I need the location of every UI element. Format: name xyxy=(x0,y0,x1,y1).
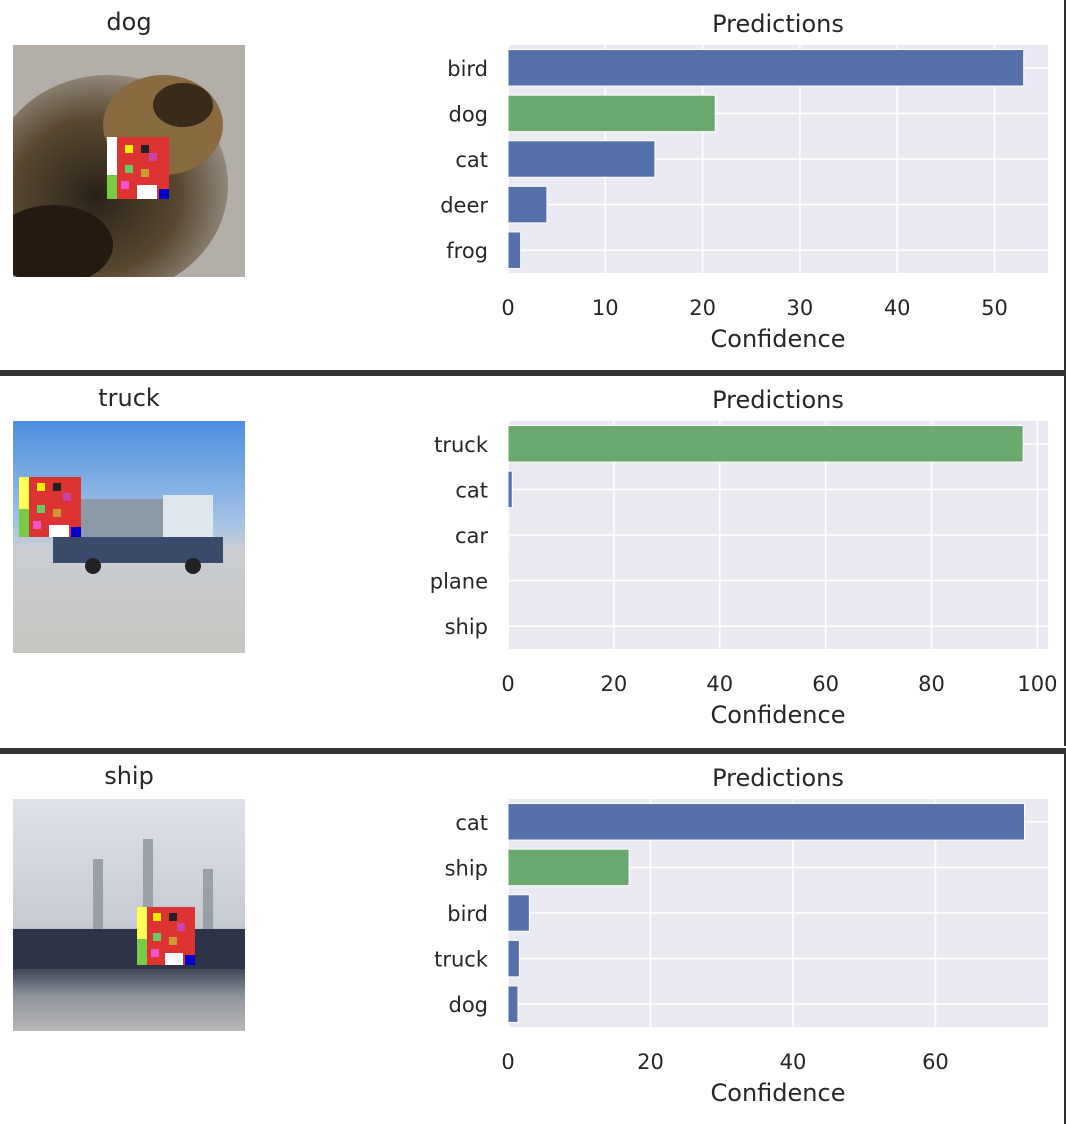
predictions-chart: cat ship bird truck dog 0 20 40 60 Predictions Con… xyxy=(434,764,1048,1107)
chart-title: Predictions xyxy=(712,386,844,414)
x-tick-label: 100 xyxy=(1017,672,1057,696)
bar-truck xyxy=(507,425,1024,463)
bar-frog xyxy=(507,231,522,269)
truck-photo-with-patch-icon xyxy=(13,421,245,653)
category-label: cat xyxy=(455,478,488,502)
bar-car xyxy=(507,516,510,554)
category-label: bird xyxy=(447,902,488,926)
bar-cat xyxy=(507,140,656,178)
bar-ship xyxy=(507,607,510,645)
x-tick-label: 40 xyxy=(706,672,733,696)
category-label: dog xyxy=(448,993,488,1017)
x-tick-label: 30 xyxy=(787,296,814,320)
category-label: truck xyxy=(434,433,489,457)
category-label: cat xyxy=(455,811,488,835)
x-tick-label: 10 xyxy=(592,296,619,320)
x-tick-label: 0 xyxy=(501,672,514,696)
panel-truck: truck xyxy=(0,376,1066,746)
dog-photo-with-patch-icon xyxy=(13,45,245,277)
panel-separator xyxy=(0,748,1066,754)
x-axis-label: Confidence xyxy=(711,325,846,353)
ship-photo-with-patch-icon xyxy=(13,799,245,1031)
category-label: bird xyxy=(447,57,488,81)
category-label: frog xyxy=(446,239,488,263)
x-tick-label: 40 xyxy=(780,1050,807,1074)
bar-dog xyxy=(507,985,519,1023)
predictions-chart: bird dog cat deer frog 0 10 20 30 40 50 Predictions… xyxy=(440,10,1048,353)
chart-title: Predictions xyxy=(712,764,844,792)
x-axis-label: Confidence xyxy=(711,1079,846,1107)
bar-truck xyxy=(507,939,520,978)
chart-title: Predictions xyxy=(712,10,844,38)
x-tick-label: 80 xyxy=(918,672,945,696)
image-label: dog xyxy=(106,8,152,36)
bar-deer xyxy=(507,185,548,224)
category-label: ship xyxy=(445,856,488,880)
bar-bird xyxy=(507,894,530,932)
image-label: ship xyxy=(104,762,154,790)
bar-cat xyxy=(507,803,1025,841)
x-tick-label: 60 xyxy=(812,672,839,696)
x-tick-label: 20 xyxy=(601,672,628,696)
bar-cat xyxy=(507,470,513,509)
x-tick-label: 20 xyxy=(689,296,716,320)
bar-bird xyxy=(507,49,1025,87)
category-label: truck xyxy=(434,948,489,972)
category-label: dog xyxy=(448,102,488,126)
category-label: car xyxy=(455,524,488,548)
panel-ship: ship xyxy=(0,754,1066,1124)
x-tick-label: 50 xyxy=(981,296,1008,320)
category-label: ship xyxy=(445,615,488,639)
bar-ship xyxy=(507,848,630,887)
bar-plane xyxy=(507,561,510,600)
image-label: truck xyxy=(98,384,160,412)
x-tick-label: 0 xyxy=(501,296,514,320)
x-axis-label: Confidence xyxy=(711,701,846,729)
category-label: plane xyxy=(430,570,488,594)
bar-dog xyxy=(507,94,716,133)
panel-dog: dog xyxy=(0,0,1066,370)
x-tick-label: 60 xyxy=(922,1050,949,1074)
category-label: cat xyxy=(455,148,488,172)
x-tick-label: 40 xyxy=(884,296,911,320)
panel-separator xyxy=(0,370,1066,376)
predictions-chart: truck cat car plane ship 0 20 40 60 80 100 Predicti… xyxy=(430,386,1058,729)
x-tick-label: 0 xyxy=(501,1050,514,1074)
x-tick-label: 20 xyxy=(637,1050,664,1074)
category-label: deer xyxy=(440,194,488,218)
